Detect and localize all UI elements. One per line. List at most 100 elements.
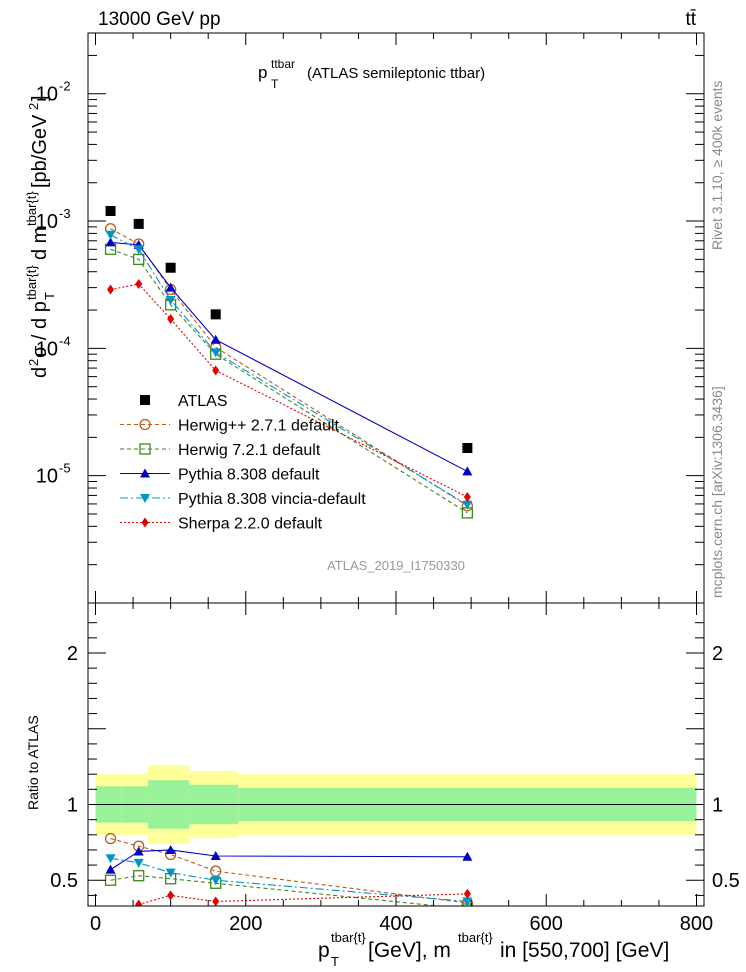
svg-text:[pb/GeV: [pb/GeV [29, 114, 51, 188]
main-point-0-2 [165, 262, 176, 273]
svg-text:[GeV], m: [GeV], m [368, 939, 451, 962]
legend-label-2: Herwig 7.2.1 default [178, 442, 321, 459]
ratio-point-4-1 [135, 899, 143, 906]
x-tick-label: 200 [229, 913, 262, 935]
svg-text:]: ] [29, 95, 51, 101]
legend-marker-3 [140, 468, 150, 478]
x-tick-label: 400 [379, 913, 412, 935]
side-label-top: Rivet 3.1.10, ≥ 400k events [709, 80, 725, 250]
ratio-y-tick-label-right: 1 [712, 794, 723, 816]
legend-marker-2 [139, 443, 151, 455]
ratio-point-3-3 [210, 876, 221, 886]
main-y-tick-label: 10 -2 [36, 79, 71, 106]
main-line-1 [110, 228, 468, 507]
y-tick-exp: -2 [59, 79, 71, 94]
main-point-5-1 [135, 279, 143, 290]
ratio-y-tick-label-right: 2 [712, 643, 723, 665]
ratio-point-4-4 [463, 888, 471, 899]
svg-text:T: T [42, 292, 57, 300]
ratio-y-tick-label: 2 [67, 643, 78, 665]
legend: ATLAS Herwig++ 2.7.1 default Herwig 7.2.1 … [120, 393, 366, 533]
svg-text:d m: d m [29, 227, 51, 260]
main-y-tick-label: 10 -5 [36, 461, 71, 488]
svg-text:tbar{t}: tbar{t} [331, 930, 366, 945]
y-tick-exp: -4 [59, 333, 71, 348]
svg-text:in [550,700] [GeV]: in [550,700] [GeV] [500, 939, 669, 962]
main-point-5-4 [463, 492, 471, 503]
ratio-y-tick-label-right: 0.5 [712, 870, 740, 892]
side-label-bottom: mcplots.cern.ch [arXiv:1306.3436] [709, 386, 725, 598]
y-tick-base: 10 [36, 466, 58, 488]
main-line-4 [110, 234, 468, 506]
main-point-0-0 [105, 205, 116, 216]
header-right: tt̄ [685, 9, 696, 30]
ratio-y-axis-label: Ratio to ATLAS [25, 715, 41, 810]
ratio-point-0-0 [104, 832, 117, 845]
main-point-4-2 [165, 295, 176, 305]
legend-label-4: Pythia 8.308 vincia-default [178, 491, 366, 508]
legend-label-3: Pythia 8.308 default [178, 467, 320, 484]
legend-label-1: Herwig++ 2.7.1 default [178, 418, 340, 435]
ratio-point-4-2 [167, 890, 175, 901]
svg-text:tbar{t}: tbar{t} [458, 930, 493, 945]
svg-text:p: p [258, 63, 267, 82]
plot-title: p ttbar T (ATLAS semileptonic ttbar) [258, 57, 485, 91]
legend-marker-0 [140, 395, 150, 405]
main-point-0-3 [210, 309, 221, 320]
y-tick-exp: -5 [59, 461, 71, 476]
ratio-panel-frame [87, 602, 705, 907]
x-tick-label: 800 [680, 913, 713, 935]
svg-text:2: 2 [26, 103, 41, 110]
ratio-point-3-1 [133, 858, 144, 868]
main-point-3-2 [165, 282, 176, 292]
ratio-line-1 [110, 875, 444, 906]
main-point-2-1 [133, 253, 145, 266]
svg-text:T: T [271, 77, 279, 91]
legend-marker-1 [139, 418, 151, 431]
svg-text:2: 2 [26, 359, 41, 366]
main-point-3-3 [210, 334, 221, 344]
main-point-4-0 [105, 230, 116, 240]
svg-text:tbar{t}: tbar{t} [24, 265, 39, 300]
ratio-line-4 [134, 893, 468, 906]
main-point-5-2 [167, 314, 175, 325]
main-point-4-1 [133, 245, 144, 255]
main-y-tick-label: 10 -4 [36, 333, 71, 360]
y-tick-exp: -3 [59, 206, 71, 221]
x-axis-label: p tbar{t} T [GeV], m tbar{t} in [550,700… [318, 930, 669, 969]
ratio-point-1-1 [133, 870, 145, 882]
main-point-3-4 [462, 466, 473, 476]
svg-text:ttbar: ttbar [271, 57, 295, 71]
legend-marker-4 [140, 494, 150, 503]
y-tick-base: 10 [36, 338, 58, 360]
ratio-line-3 [110, 857, 468, 903]
ratio-point-3-2 [165, 868, 176, 878]
watermark: ATLAS_2019_I1750330 [327, 558, 465, 573]
ratio-point-2-0 [105, 864, 116, 874]
y-tick-base: 10 [36, 211, 58, 233]
legend-label-0: ATLAS [178, 393, 228, 410]
ratio-point-0-3 [210, 865, 222, 877]
main-line-5 [110, 283, 468, 498]
ratio-point-2-4 [462, 851, 473, 861]
main-point-5-0 [107, 284, 115, 295]
main-series-layer [104, 205, 474, 519]
y-tick-base: 10 [36, 84, 58, 106]
legend-marker-5 [141, 517, 149, 528]
x-tick-label: 0 [90, 913, 101, 935]
header-left: 13000 GeV pp [98, 9, 221, 30]
ratio-series-layer [104, 832, 474, 925]
ratio-point-4-0 [107, 915, 114, 925]
ratio-line-2 [110, 849, 468, 871]
x-tick-label: 600 [530, 913, 563, 935]
main-line-3 [110, 241, 468, 472]
ratio-point-3-0 [105, 854, 116, 864]
svg-text:σ / d p: σ / d p [29, 301, 51, 358]
ratio-point-4-3 [212, 896, 220, 906]
main-point-4-3 [210, 348, 221, 358]
main-y-axis-label: d 2 σ / d p tbar{t} T d m tbar{t} [pb/Ge… [24, 95, 57, 378]
svg-text:p: p [318, 939, 330, 962]
ratio-y-tick-label: 0.5 [50, 870, 78, 892]
